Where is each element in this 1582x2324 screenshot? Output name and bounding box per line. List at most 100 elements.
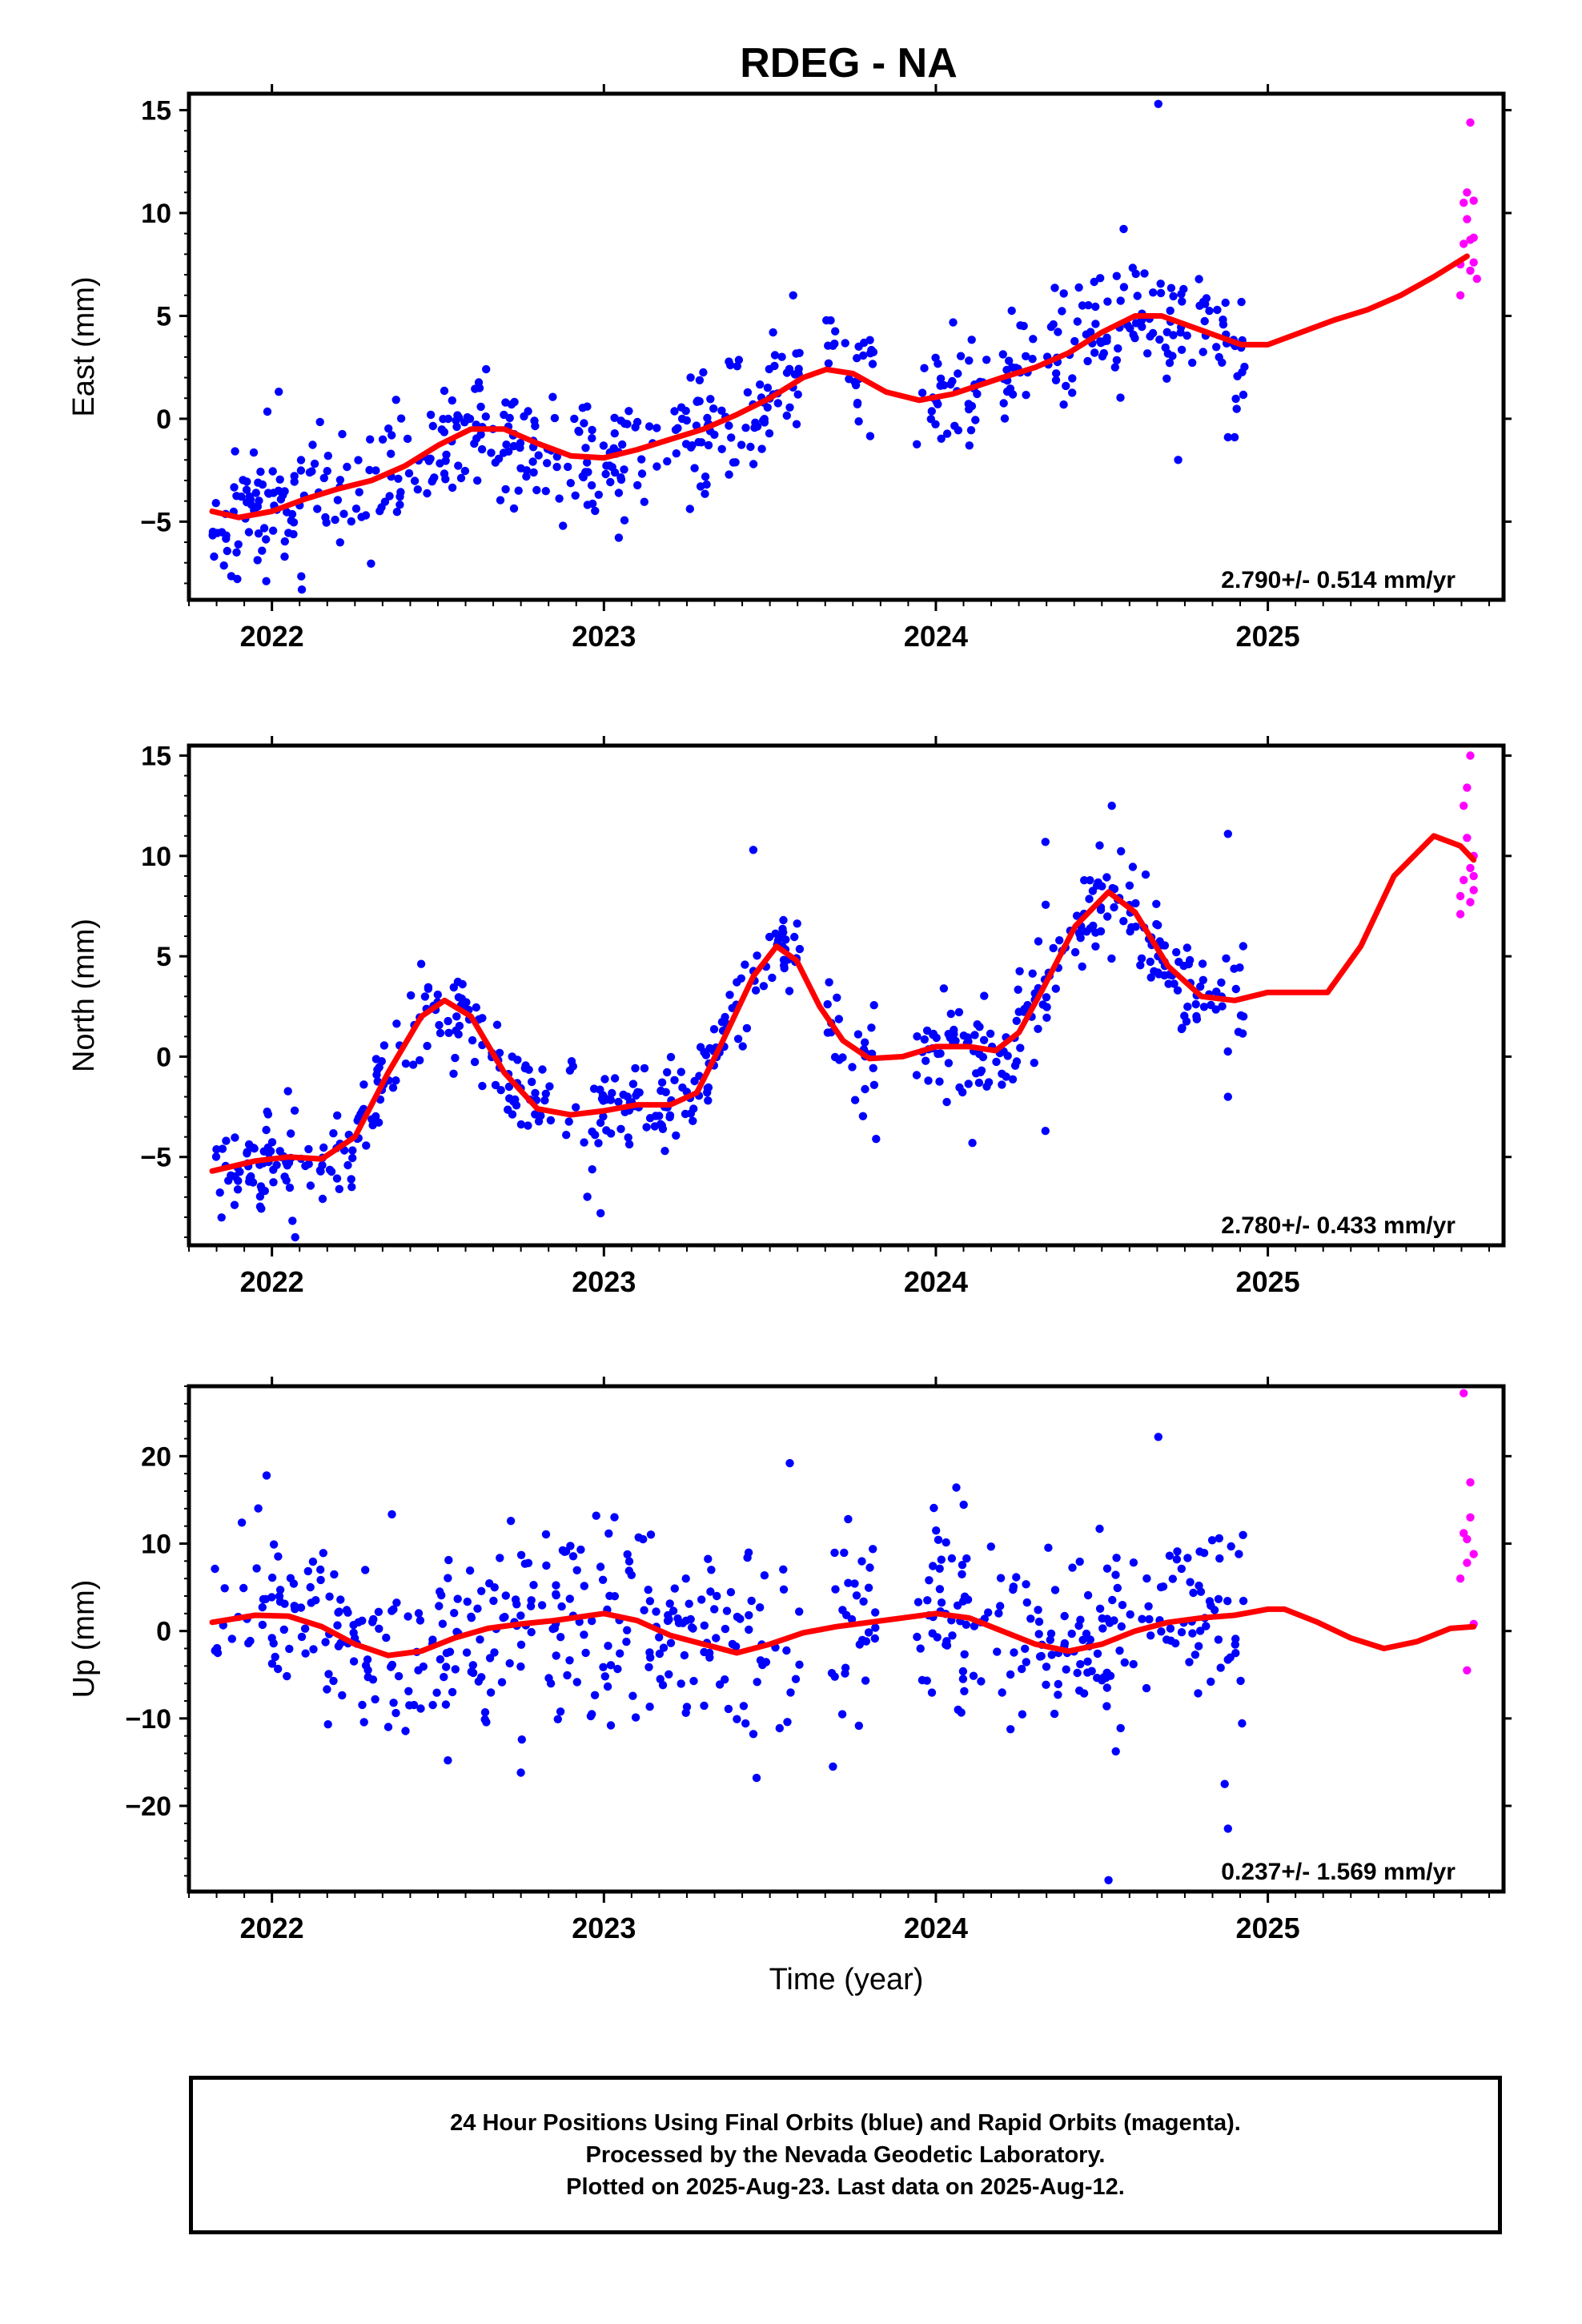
up-final-point: [681, 1708, 690, 1717]
east-final-point: [637, 455, 646, 464]
east-final-point: [670, 407, 679, 416]
north-final-point: [1049, 943, 1058, 953]
up-final-point: [363, 1655, 372, 1664]
east-final-point: [765, 429, 774, 438]
east-final-point: [583, 501, 592, 509]
up-final-point: [308, 1557, 318, 1566]
east-final-point: [384, 424, 393, 433]
east-final-point: [1149, 288, 1158, 297]
east-final-point: [522, 472, 531, 481]
up-final-point: [749, 1730, 758, 1739]
east-rapid-point: [1469, 258, 1478, 267]
east-final-point: [750, 423, 759, 432]
north-final-point: [1136, 961, 1145, 970]
up-final-point: [1112, 1554, 1121, 1562]
east-final-point: [534, 451, 543, 460]
north-final-point: [979, 1035, 989, 1045]
north-final-point: [348, 1153, 357, 1163]
east-final-point: [290, 472, 299, 480]
north-final-point: [444, 1028, 453, 1038]
east-final-point: [717, 444, 726, 453]
up-final-point: [1022, 1658, 1031, 1667]
east-final-point: [633, 480, 642, 490]
east-final-point: [1005, 356, 1014, 365]
north-final-point: [1179, 961, 1188, 971]
up-final-point: [482, 1718, 491, 1727]
north-final-point: [1183, 1002, 1192, 1011]
up-final-point: [274, 1664, 283, 1674]
up-final-point: [506, 1517, 516, 1526]
up-final-point: [952, 1483, 961, 1492]
up-final-point: [1060, 1611, 1069, 1621]
east-final-point: [1237, 297, 1246, 307]
east-final-point: [448, 396, 456, 405]
east-final-point: [606, 477, 615, 487]
up-final-point: [1046, 1635, 1055, 1644]
up-final-point: [432, 1688, 441, 1697]
north-final-point: [741, 960, 749, 969]
up-final-point: [252, 1564, 261, 1573]
up-final-point: [745, 1625, 753, 1634]
up-final-point: [603, 1682, 612, 1691]
up-final-point: [1235, 1550, 1243, 1558]
east-final-point: [541, 487, 550, 496]
east-final-point: [792, 349, 801, 358]
east-final-point: [331, 515, 339, 525]
up-final-point: [927, 1688, 937, 1697]
east-final-point: [210, 552, 219, 561]
north-final-point: [1170, 979, 1178, 988]
up-final-point: [442, 1649, 452, 1658]
east-panel: −5 0 5 10 15 2022 2023 2024 2025 East (mm) 2.790+/…: [67, 84, 1512, 653]
up-final-point: [782, 1646, 791, 1655]
up-final-point: [1073, 1668, 1082, 1678]
north-final-point: [379, 1041, 389, 1050]
up-final-point: [1194, 1689, 1203, 1698]
north-final-point: [689, 1116, 697, 1126]
up-final-point: [375, 1624, 383, 1634]
north-model-curve: [209, 833, 1477, 1174]
east-final-point: [965, 441, 974, 450]
north-final-point: [790, 932, 799, 942]
north-final-point: [778, 924, 787, 934]
north-final-point: [869, 1080, 879, 1090]
east-final-point: [1007, 306, 1016, 316]
east-final-point: [1231, 394, 1240, 404]
north-final-point: [1080, 876, 1089, 885]
north-final-point: [407, 991, 416, 1000]
east-final-point: [1074, 283, 1083, 292]
north-final-point: [516, 1120, 526, 1129]
east-final-point: [1002, 365, 1011, 375]
up-final-point: [517, 1735, 526, 1744]
up-xtick-label: 2022: [240, 1912, 304, 1944]
north-final-point: [472, 1003, 480, 1012]
east-final-point: [725, 470, 733, 479]
up-final-point: [604, 1529, 613, 1538]
east-final-point: [440, 386, 449, 396]
east-final-point: [251, 489, 260, 497]
north-final-point: [1192, 1011, 1201, 1021]
north-final-point: [599, 1112, 608, 1121]
east-final-point: [289, 529, 298, 539]
east-final-point: [1112, 271, 1122, 280]
up-final-point: [1145, 1614, 1154, 1624]
north-final-point: [420, 992, 430, 1001]
east-final-point: [268, 467, 277, 476]
up-final-point: [689, 1676, 698, 1686]
east-final-point: [616, 416, 625, 425]
up-final-point: [1083, 1668, 1092, 1677]
east-final-point: [1110, 363, 1120, 372]
east-final-point: [426, 410, 436, 420]
north-final-point: [853, 1030, 863, 1039]
north-final-point: [661, 1147, 669, 1156]
up-final-point: [306, 1582, 315, 1592]
north-final-point: [1239, 1029, 1247, 1038]
up-final-point: [666, 1638, 676, 1647]
north-final-point: [449, 1069, 458, 1079]
up-final-point: [960, 1687, 969, 1695]
east-final-point: [854, 417, 863, 426]
north-final-point: [262, 1125, 271, 1135]
east-final-point: [644, 422, 654, 431]
east-final-point: [442, 450, 451, 459]
north-final-point: [508, 1052, 516, 1061]
up-final-point: [416, 1616, 425, 1625]
